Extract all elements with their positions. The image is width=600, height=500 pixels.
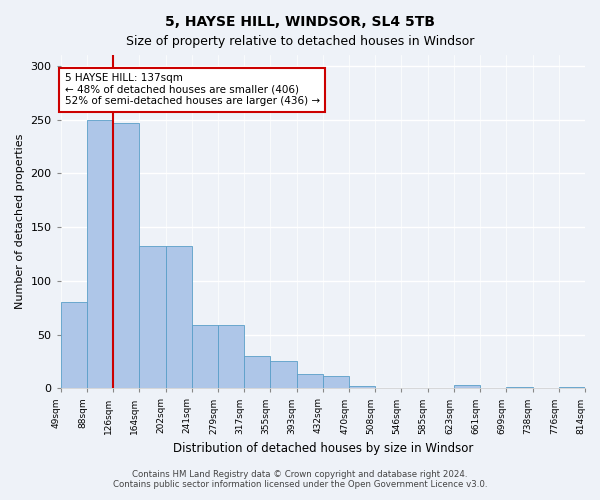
Text: 5 HAYSE HILL: 137sqm
← 48% of detached houses are smaller (406)
52% of semi-deta: 5 HAYSE HILL: 137sqm ← 48% of detached h…	[65, 74, 320, 106]
Bar	[113, 122, 139, 388]
Bar	[323, 376, 349, 388]
Text: Size of property relative to detached houses in Windsor: Size of property relative to detached ho…	[126, 35, 474, 48]
Bar	[87, 120, 113, 388]
Bar	[139, 246, 166, 388]
Bar	[61, 302, 87, 388]
Bar	[454, 385, 480, 388]
Text: 5, HAYSE HILL, WINDSOR, SL4 5TB: 5, HAYSE HILL, WINDSOR, SL4 5TB	[165, 15, 435, 29]
Bar	[506, 387, 533, 388]
Bar	[349, 386, 375, 388]
Bar	[296, 374, 323, 388]
Bar	[218, 325, 244, 388]
Bar	[192, 325, 218, 388]
Bar	[271, 362, 296, 388]
Bar	[166, 246, 192, 388]
Y-axis label: Number of detached properties: Number of detached properties	[15, 134, 25, 310]
Bar	[244, 356, 271, 388]
Bar	[559, 387, 585, 388]
X-axis label: Distribution of detached houses by size in Windsor: Distribution of detached houses by size …	[173, 442, 473, 455]
Text: Contains HM Land Registry data © Crown copyright and database right 2024.
Contai: Contains HM Land Registry data © Crown c…	[113, 470, 487, 489]
